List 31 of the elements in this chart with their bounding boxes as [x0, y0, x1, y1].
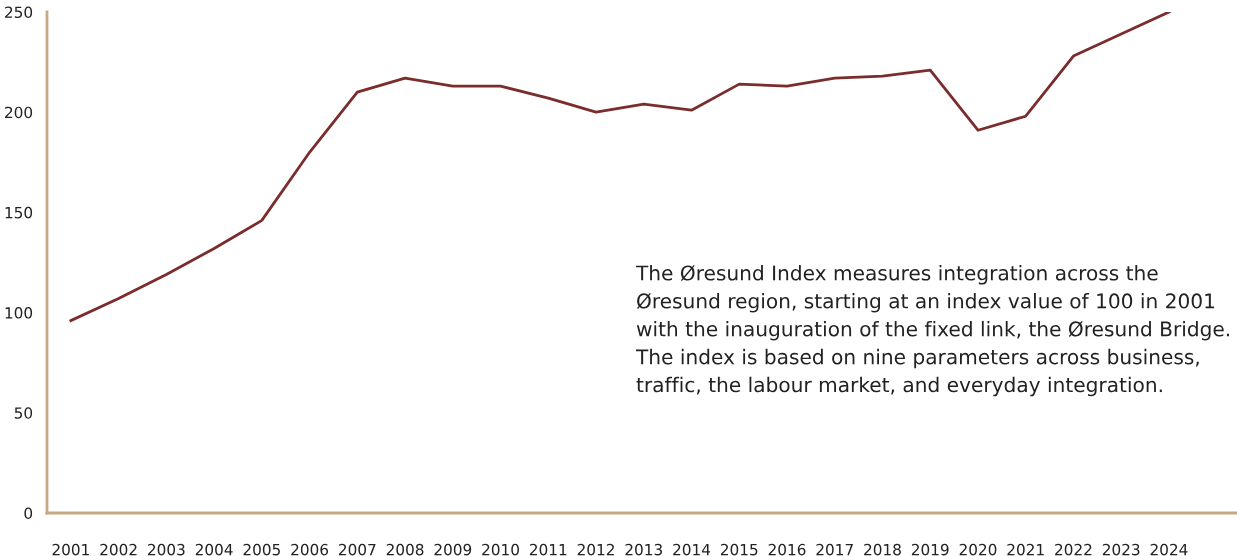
x-tick-label: 2023 [1102, 543, 1140, 556]
x-tick-label: 2021 [1007, 543, 1044, 556]
x-tick-label: 2002 [100, 543, 137, 556]
y-tick-label: 250 [5, 6, 33, 19]
y-tick-label: 150 [5, 206, 33, 219]
y-tick-label: 50 [14, 407, 33, 419]
x-tick-label: 2009 [434, 543, 472, 556]
x-tick-label: 2017 [816, 543, 853, 556]
x-tick-label: 2012 [577, 543, 614, 556]
x-tick-label: 2005 [243, 543, 280, 556]
x-tick-label: 2006 [291, 543, 329, 556]
x-tick-label: 2016 [768, 543, 806, 556]
x-tick-label: 2022 [1055, 543, 1092, 556]
x-tick-label: 2015 [720, 543, 758, 556]
x-tick-label: 2014 [673, 543, 711, 556]
y-tick-label: 200 [5, 106, 33, 119]
x-tick-label: 2013 [625, 543, 662, 556]
x-tick-label: 2007 [339, 543, 376, 556]
x-tick-label: 2008 [386, 543, 424, 556]
annotation: The Øresund Index measures integration across the Øresund region, starting at an index value of 100 in 2001 with the inauguration of the fixed link, the Øresund Bridge. The index is based on nine parameters across business, traffic, the labour market, and everyday integration. [635, 265, 1230, 397]
x-tick-label: 2018 [864, 543, 901, 556]
y-tick-label: 0 [24, 507, 33, 520]
x-tick-label: 2004 [195, 543, 233, 556]
x-tick-label: 2020 [959, 543, 997, 556]
x-tick-label: 2024 [1150, 543, 1188, 556]
x-tick-label: 2001 [52, 543, 89, 556]
x-tick-label: 2019 [911, 543, 949, 556]
x-tick-label: 2003 [148, 543, 185, 556]
x-tick-label: 2010 [482, 543, 519, 556]
y-tick-label: 100 [5, 307, 33, 319]
x-tick-label: 2011 [529, 543, 567, 556]
